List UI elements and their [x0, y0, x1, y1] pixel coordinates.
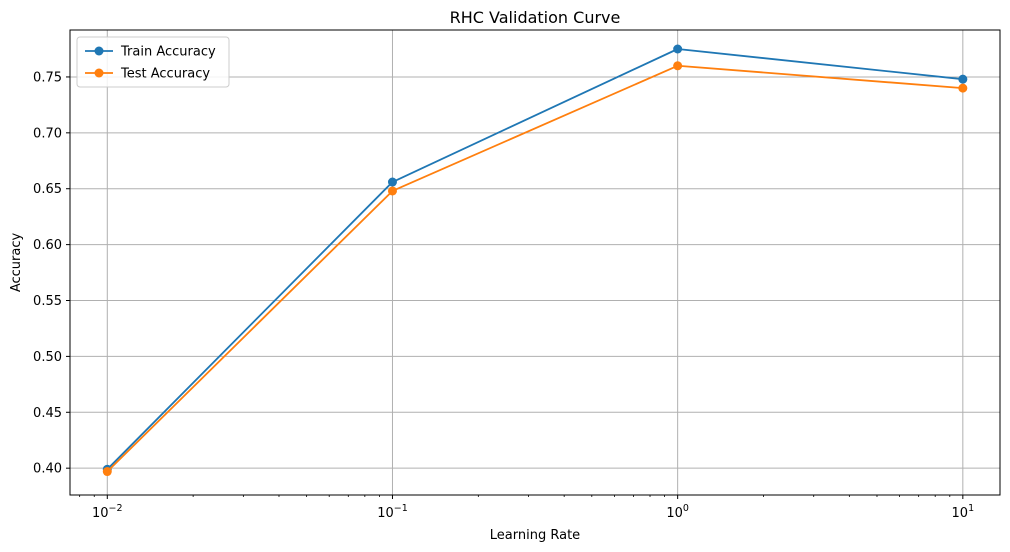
x-tick-label-exponent: 1 [968, 503, 974, 514]
data-point [387, 186, 397, 196]
x-tick-label-base: 10 [92, 506, 109, 521]
legend-marker [94, 46, 104, 56]
x-tick-label: 100 [666, 503, 689, 521]
data-point [387, 177, 397, 187]
y-tick-label: 0.75 [33, 70, 62, 85]
series-line [106, 64, 963, 473]
plot-frame [69, 29, 1001, 496]
x-tick-label-exponent: −2 [109, 503, 123, 514]
y-tick-label: 0.45 [33, 406, 62, 421]
chart-title: RHC Validation Curve [450, 8, 621, 27]
y-tick-label: 0.65 [33, 182, 62, 197]
x-tick-label-base: 10 [377, 506, 394, 521]
legend-box [76, 36, 230, 88]
data-point [958, 74, 968, 84]
data-point [673, 61, 683, 71]
data-point [673, 44, 683, 54]
y-tick-label: 0.70 [33, 126, 62, 141]
legend-label: Test Accuracy [120, 67, 210, 82]
data-series [102, 44, 968, 477]
legend: Train Accuracy Test Accuracy [76, 36, 230, 88]
series-line [106, 48, 963, 470]
x-tick-label: 101 [952, 503, 975, 521]
x-tick-label: 10−2 [92, 503, 123, 521]
x-tick-label-exponent: 0 [683, 503, 689, 514]
x-tick-label: 10−1 [377, 503, 408, 521]
y-tick-label: 0.50 [33, 350, 62, 365]
x-tick-label-base: 10 [666, 506, 683, 521]
data-point [958, 83, 968, 93]
y-tick-label: 0.55 [33, 294, 62, 309]
y-tick-label: 0.60 [33, 238, 62, 253]
data-point [102, 467, 112, 477]
x-tick-label-base: 10 [952, 506, 969, 521]
x-tick-label-exponent: −1 [394, 503, 408, 514]
legend-marker [94, 68, 104, 78]
legend-label: Train Accuracy [120, 45, 216, 60]
y-tick-label: 0.40 [33, 462, 62, 477]
y-axis-title: Accuracy [9, 233, 24, 293]
x-axis-title: Learning Rate [490, 528, 580, 543]
